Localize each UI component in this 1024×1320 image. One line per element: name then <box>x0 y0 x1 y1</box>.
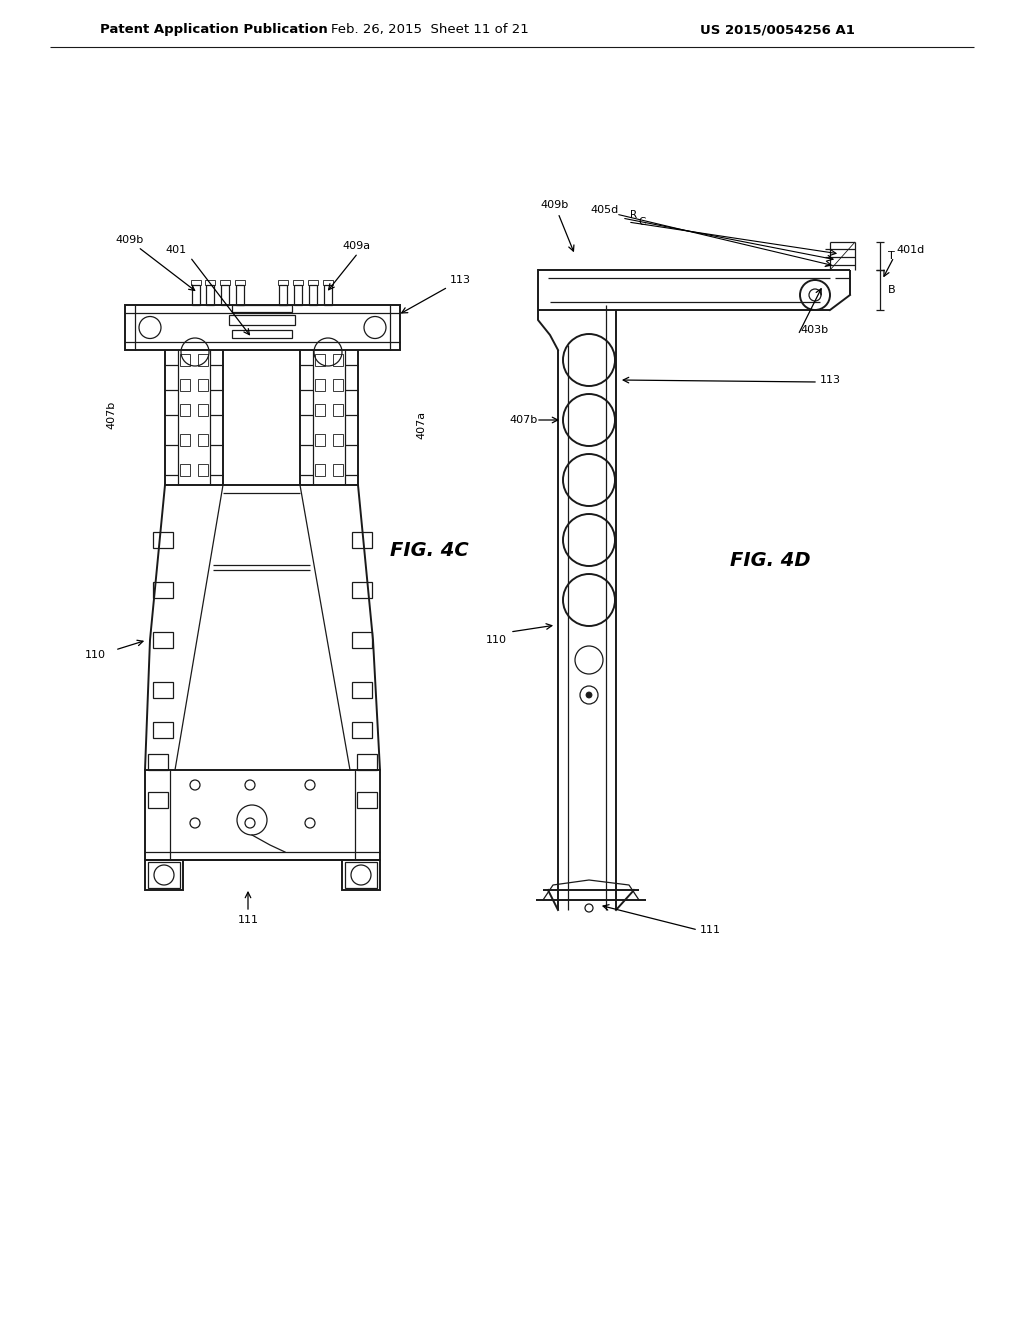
Text: 409b: 409b <box>115 235 143 246</box>
Text: 113: 113 <box>820 375 841 385</box>
Bar <box>357 754 377 770</box>
Bar <box>333 465 343 477</box>
Bar <box>148 754 168 770</box>
Bar <box>206 285 214 305</box>
Bar <box>145 770 380 861</box>
Bar <box>315 465 325 477</box>
Bar <box>324 285 332 305</box>
Bar <box>333 354 343 366</box>
Text: 110: 110 <box>486 635 507 645</box>
Bar <box>153 632 173 648</box>
Text: Patent Application Publication: Patent Application Publication <box>100 24 328 37</box>
Text: FIG. 4C: FIG. 4C <box>390 540 469 560</box>
Bar <box>229 315 295 325</box>
Bar <box>315 379 325 391</box>
Bar <box>293 280 303 285</box>
Bar <box>205 280 215 285</box>
Bar <box>352 582 372 598</box>
Bar <box>234 280 245 285</box>
Text: 110: 110 <box>85 649 106 660</box>
Bar <box>345 862 377 888</box>
Bar <box>153 682 173 698</box>
Bar <box>153 532 173 548</box>
Bar <box>315 404 325 416</box>
Bar <box>352 682 372 698</box>
Text: 403b: 403b <box>800 325 828 335</box>
Bar <box>198 354 208 366</box>
Text: FIG. 4D: FIG. 4D <box>730 550 811 569</box>
Bar <box>198 465 208 477</box>
Text: R: R <box>630 210 637 220</box>
Bar <box>232 305 292 312</box>
Bar <box>198 434 208 446</box>
Text: 111: 111 <box>700 925 721 935</box>
Bar <box>236 285 244 305</box>
Bar <box>191 280 201 285</box>
Bar <box>352 532 372 548</box>
Bar <box>193 285 200 305</box>
Bar <box>342 861 380 890</box>
Text: 405d: 405d <box>590 205 618 215</box>
Bar <box>352 722 372 738</box>
Bar <box>232 330 292 338</box>
Bar <box>198 379 208 391</box>
Bar <box>357 792 377 808</box>
Bar <box>333 434 343 446</box>
Bar <box>278 280 288 285</box>
Bar <box>308 280 318 285</box>
Bar <box>323 280 333 285</box>
Bar <box>220 280 230 285</box>
Text: 111: 111 <box>238 915 258 925</box>
Text: 113: 113 <box>450 275 471 285</box>
Bar <box>180 465 190 477</box>
Text: 407a: 407a <box>416 411 426 440</box>
Bar <box>221 285 229 305</box>
Text: 407b: 407b <box>510 414 538 425</box>
Bar <box>352 632 372 648</box>
Bar <box>180 354 190 366</box>
Text: 407b: 407b <box>106 401 116 429</box>
Bar <box>309 285 317 305</box>
Bar <box>315 354 325 366</box>
Text: US 2015/0054256 A1: US 2015/0054256 A1 <box>700 24 855 37</box>
Bar <box>153 722 173 738</box>
Bar <box>294 285 302 305</box>
Bar <box>279 285 287 305</box>
Text: 401: 401 <box>165 246 186 255</box>
Circle shape <box>586 692 592 698</box>
Text: T: T <box>888 251 895 261</box>
Bar <box>125 305 400 350</box>
Bar <box>180 379 190 391</box>
Text: Feb. 26, 2015  Sheet 11 of 21: Feb. 26, 2015 Sheet 11 of 21 <box>331 24 528 37</box>
Bar <box>315 434 325 446</box>
Bar <box>198 404 208 416</box>
Bar <box>153 582 173 598</box>
Bar <box>148 792 168 808</box>
Bar <box>180 404 190 416</box>
Bar <box>180 434 190 446</box>
Text: C: C <box>638 216 645 227</box>
Text: B: B <box>888 285 896 294</box>
Bar <box>333 404 343 416</box>
Text: 401d: 401d <box>896 246 925 255</box>
Bar <box>333 379 343 391</box>
Bar <box>145 861 183 890</box>
Bar <box>148 862 180 888</box>
Text: 409b: 409b <box>540 201 568 210</box>
Text: 409a: 409a <box>342 242 370 251</box>
